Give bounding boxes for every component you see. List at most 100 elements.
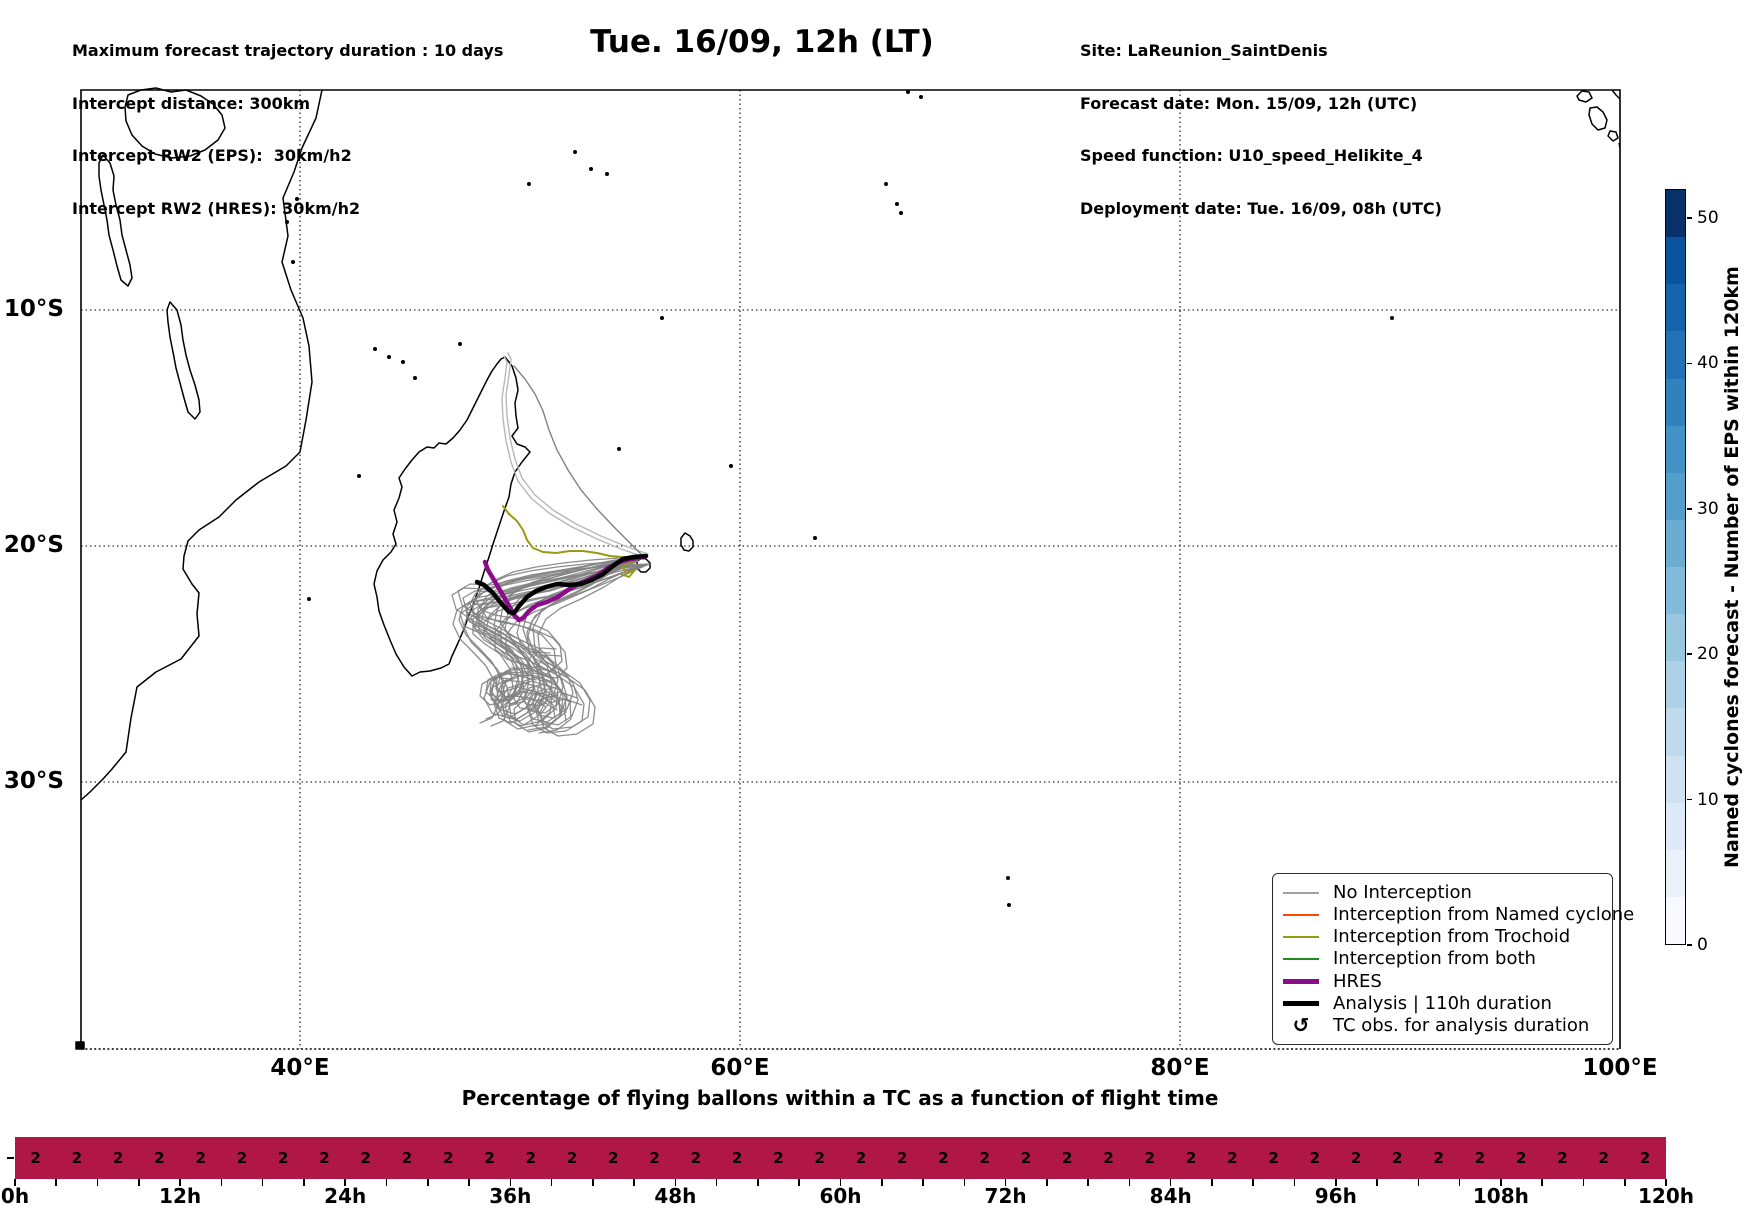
time-axis-label: 96h bbox=[1314, 1184, 1357, 1208]
tc-obs-marker-icon: ↺ bbox=[1283, 1013, 1319, 1038]
bar-y-tick bbox=[7, 1157, 14, 1159]
legend-item-label: No Interception bbox=[1333, 882, 1472, 903]
bar-segment-value: 2 bbox=[1515, 1149, 1527, 1167]
map-frame bbox=[80, 89, 1621, 1049]
bar-segment-value: 2 bbox=[319, 1149, 330, 1167]
time-axis-tick bbox=[592, 1179, 594, 1186]
time-axis-tick bbox=[1211, 1179, 1213, 1186]
bar-segment-value: 2 bbox=[1474, 1149, 1486, 1167]
legend-item-label: Analysis | 110h duration bbox=[1333, 992, 1552, 1014]
bar-segment-value: 2 bbox=[1598, 1149, 1609, 1167]
lon-tick-label: 80°E bbox=[1150, 1055, 1210, 1081]
bar-segment-value: 2 bbox=[401, 1149, 413, 1167]
bar-segment-value: 2 bbox=[566, 1149, 578, 1167]
bar-segment-value: 2 bbox=[896, 1149, 908, 1167]
colorbar-block bbox=[1666, 378, 1685, 426]
bar-segment-value: 2 bbox=[154, 1149, 165, 1167]
bar-segment-value: 2 bbox=[690, 1149, 702, 1167]
time-axis-label: 120h bbox=[1638, 1184, 1694, 1208]
colorbar-tick bbox=[1687, 944, 1692, 946]
balloon-percentage-bar: 2 2 2 2 2 2 2 2 2 2 2 2 2 2 2 2 2 2 2 2 2 2 2 2 2 2 2 2 2 2 2 2 2 2 2 2 2 2 2 2 bbox=[15, 1137, 1666, 1179]
bar-segment-value: 2 bbox=[71, 1149, 83, 1167]
colorbar-tick bbox=[1687, 798, 1692, 801]
lon-tick-label: 40°E bbox=[270, 1055, 330, 1081]
corner-fragment-sw bbox=[75, 1041, 85, 1050]
colorbar-tick bbox=[1687, 217, 1692, 219]
colorbar-block bbox=[1666, 425, 1685, 473]
map-legend: No Interception Interception from Named c… bbox=[1272, 873, 1634, 1045]
legend-line-icon bbox=[1283, 957, 1319, 960]
time-axis-label: 48h bbox=[654, 1184, 697, 1208]
time-axis-label: 60h bbox=[819, 1184, 862, 1208]
colorbar-block bbox=[1666, 614, 1685, 662]
site-info: Site: LaReunion_SaintDenis Forecast date… bbox=[1080, 7, 1442, 252]
deployment-date-text: Deployment date: Tue. 16/09, 08h (UTC) bbox=[1080, 198, 1442, 218]
time-axis-label: 72h bbox=[984, 1184, 1027, 1208]
island-dot bbox=[291, 260, 295, 264]
legend-line-icon bbox=[1283, 978, 1319, 984]
island-dot bbox=[729, 464, 733, 468]
lake-tanganyika bbox=[98, 154, 133, 287]
legend-item: HRES bbox=[1283, 971, 1602, 992]
time-axis-tick bbox=[1046, 1179, 1048, 1186]
lat-tick-label: 10°S bbox=[3, 296, 64, 322]
lon-tick-label: 100°E bbox=[1582, 1055, 1658, 1081]
run-parameters: Maximum forecast trajectory duration : 1… bbox=[72, 7, 503, 252]
trajectory-analysis bbox=[474, 553, 649, 616]
sumatra-corner-coast bbox=[1611, 89, 1621, 100]
bar-segment-value: 2 bbox=[773, 1149, 784, 1167]
island-dot bbox=[899, 211, 903, 215]
bar-segment-value: 2 bbox=[1103, 1149, 1114, 1167]
trajectory-no-interception bbox=[537, 563, 650, 737]
legend-item: Interception from Named cyclone bbox=[1283, 904, 1634, 925]
colorbar-tick-label: 10 bbox=[1697, 789, 1719, 810]
time-axis-tick bbox=[1169, 1179, 1172, 1186]
island-dot bbox=[919, 95, 923, 99]
colorbar-tick-label: 20 bbox=[1697, 644, 1719, 665]
time-axis-tick bbox=[963, 1179, 966, 1186]
intercept-rw2-eps-text: Intercept RW2 (EPS): 30km/h2 bbox=[72, 146, 352, 165]
bar-segment-value: 2 bbox=[360, 1149, 371, 1167]
legend-line-sample bbox=[1283, 957, 1319, 960]
trajectory-trochoid-squiggle bbox=[620, 556, 641, 578]
trajectory-no-interception bbox=[475, 556, 645, 672]
eps-colorbar bbox=[1665, 189, 1686, 945]
time-axis-tick bbox=[1665, 1179, 1667, 1186]
bar-segment-value: 2 bbox=[30, 1149, 41, 1167]
island-dot bbox=[1390, 316, 1394, 320]
island-dot bbox=[458, 342, 462, 346]
legend-line-sample bbox=[1283, 935, 1319, 938]
time-axis-tick bbox=[385, 1179, 388, 1186]
bar-segment-value: 2 bbox=[1144, 1149, 1156, 1167]
colorbar-block bbox=[1666, 896, 1685, 944]
time-axis-tick bbox=[344, 1179, 346, 1186]
trajectory-no-interception-north bbox=[505, 352, 649, 555]
time-axis-tick bbox=[1004, 1179, 1007, 1186]
bar-segment-value: 2 bbox=[1392, 1149, 1403, 1167]
time-axis-label: 108h bbox=[1472, 1184, 1529, 1208]
time-axis-tick bbox=[1582, 1179, 1585, 1186]
time-axis-tick bbox=[550, 1179, 553, 1186]
bar-segment-value: 2 bbox=[112, 1149, 124, 1167]
bar-segment-value: 2 bbox=[1185, 1149, 1197, 1167]
rotate-ccw-icon: ↺ bbox=[1292, 1013, 1310, 1038]
bar-segment-value: 2 bbox=[1639, 1149, 1651, 1167]
time-axis-tick bbox=[757, 1179, 759, 1186]
trajectory-no-interception bbox=[458, 556, 645, 720]
island-dot bbox=[1006, 876, 1010, 880]
legend-item: Interception from Trochoid bbox=[1283, 926, 1602, 947]
colorbar-block bbox=[1666, 755, 1685, 803]
colorbar-block bbox=[1666, 802, 1685, 850]
bottom-chart-title: Percentage of flying ballons within a TC… bbox=[461, 1086, 1219, 1110]
trajectory-no-interception-north bbox=[513, 365, 645, 558]
bar-segment-value: 2 bbox=[1062, 1149, 1073, 1167]
island-dot bbox=[573, 150, 577, 154]
time-axis-tick bbox=[220, 1179, 223, 1186]
bar-segment-value: 2 bbox=[1350, 1149, 1362, 1167]
colorbar-block bbox=[1666, 661, 1685, 709]
colorbar-block bbox=[1666, 519, 1685, 567]
time-axis-tick bbox=[1623, 1179, 1626, 1186]
colorbar-block bbox=[1666, 849, 1685, 897]
bar-segment-value: 2 bbox=[484, 1149, 495, 1167]
